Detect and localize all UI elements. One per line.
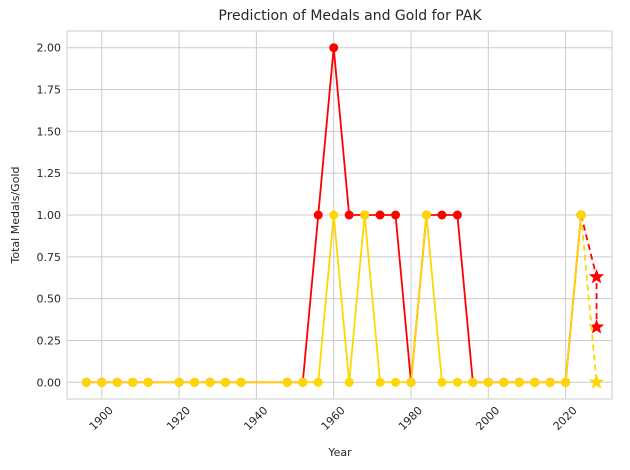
data-point [421,210,431,220]
data-point [437,377,447,387]
series-layer [81,43,605,389]
y-tick-label: 0.00 [37,376,62,389]
y-tick-label: 1.50 [37,125,62,138]
y-axis-ticks: 0.00 0.25 0.50 0.75 1.00 1.25 1.50 1.75 2.00 [37,42,62,390]
data-point [313,210,323,220]
series-line [580,214,598,383]
data-point-star [588,319,605,334]
x-tick-label: 1920 [164,404,193,433]
y-tick-label: 1.25 [37,167,62,180]
data-point [468,377,478,387]
y-tick-label: 1.00 [37,209,62,222]
data-point [437,210,447,220]
y-tick-label: 0.75 [37,251,62,264]
series-3 [576,210,605,389]
data-point [452,377,462,387]
data-point [499,377,509,387]
y-tick-label: 0.50 [37,293,62,306]
data-point [97,377,107,387]
series-1 [81,210,586,387]
data-point [576,210,586,220]
data-point [545,377,555,387]
data-point [205,377,215,387]
data-point [391,377,401,387]
data-point [391,210,401,220]
data-point [298,377,308,387]
data-point-star [588,268,605,284]
data-point [112,377,122,387]
data-point [128,377,138,387]
data-point [360,210,370,220]
data-point [329,43,339,53]
data-point [344,210,354,220]
data-point [143,377,153,387]
y-axis-label: Total Medals/Gold [9,167,22,265]
data-point [406,377,416,387]
data-point [375,377,385,387]
x-tick-label: 1900 [87,404,116,433]
data-point [313,377,323,387]
grid [67,31,612,399]
data-point [375,210,385,220]
data-point [329,210,339,220]
data-point [81,377,91,387]
y-tick-label: 0.25 [37,334,62,347]
data-point [236,377,246,387]
data-point-star [588,374,605,389]
x-tick-label: 1940 [241,404,270,433]
x-tick-label: 2020 [551,404,580,433]
data-point [174,377,184,387]
chart-title: Prediction of Medals and Gold for PAK [218,8,482,24]
x-tick-label: 1960 [319,404,348,433]
data-point [514,377,524,387]
x-axis-ticks: 1900 1920 1940 1960 1980 2000 2020 [87,404,580,433]
data-point [220,377,230,387]
data-point [452,210,462,220]
y-tick-label: 1.75 [37,84,62,97]
data-point [282,377,292,387]
x-tick-label: 1980 [396,404,425,433]
data-point [344,377,354,387]
data-point [561,377,571,387]
data-point [190,377,200,387]
x-axis-label: Year [327,446,352,459]
x-tick-label: 2000 [473,404,502,433]
data-point [530,377,540,387]
y-tick-label: 2.00 [37,42,62,55]
data-point [483,377,493,387]
